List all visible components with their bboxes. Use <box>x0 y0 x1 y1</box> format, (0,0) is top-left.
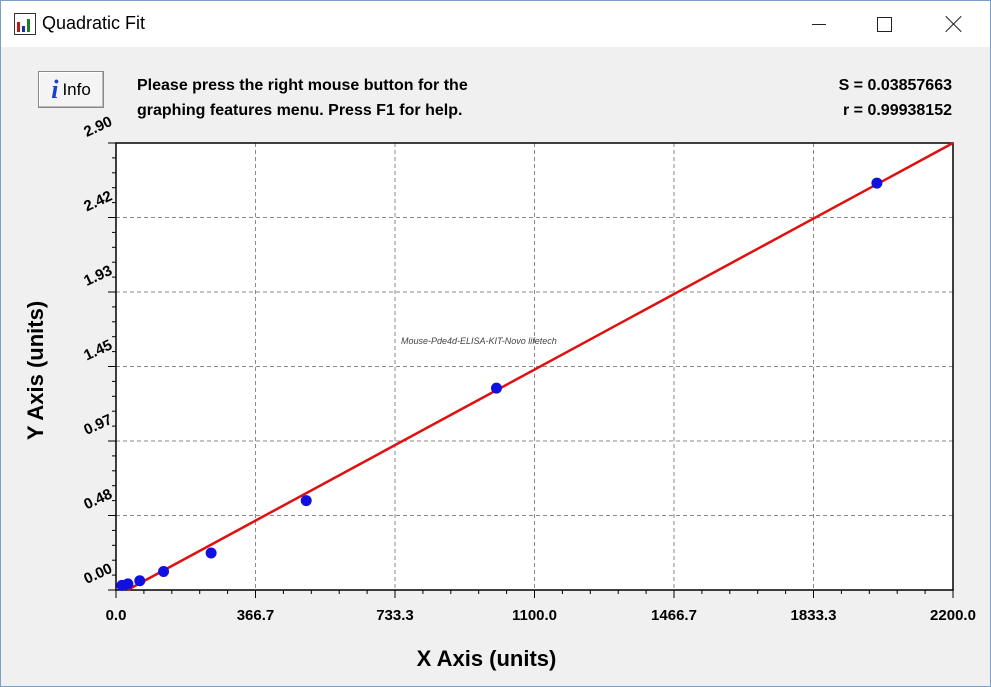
x-tick-label: 2200.0 <box>930 607 976 624</box>
minimize-icon <box>812 23 826 25</box>
x-tick-label: 1466.7 <box>651 607 697 624</box>
title-bar[interactable]: Quadratic Fit <box>1 1 990 47</box>
y-tick-label: 0.97 <box>81 411 115 439</box>
instruction-line-1: Please press the right mouse button for … <box>137 77 468 94</box>
x-tick-label: 733.3 <box>376 607 414 624</box>
x-tick-label: 0.0 <box>106 607 127 624</box>
instructions-text: Please press the right mouse button for … <box>137 73 468 123</box>
instruction-line-2: graphing features menu. Press F1 for hel… <box>137 102 463 119</box>
x-tick-label: 1833.3 <box>791 607 837 624</box>
fit-line <box>126 141 954 592</box>
window-title: Quadratic Fit <box>42 13 146 33</box>
info-icon: i <box>51 74 59 104</box>
maximize-icon <box>876 16 892 32</box>
y-tick-label: 1.93 <box>81 262 115 290</box>
data-point[interactable] <box>871 177 883 189</box>
y-tick-label: 0.00 <box>81 560 115 588</box>
stat-s: S = 0.03857663 <box>838 77 952 94</box>
data-point[interactable] <box>122 578 134 590</box>
x-tick-label: 1100.0 <box>512 607 557 624</box>
data-point[interactable] <box>490 382 502 394</box>
info-button[interactable]: i Info <box>38 71 104 108</box>
y-tick-label: 1.45 <box>81 337 115 365</box>
info-button-label: Info <box>62 79 91 99</box>
plot-frame <box>115 142 954 591</box>
y-tick-label: 2.90 <box>81 113 115 141</box>
x-tick-label: 366.7 <box>237 607 275 624</box>
x-axis-title: X Axis (units) <box>417 646 557 671</box>
stat-r: r = 0.99938152 <box>843 102 952 119</box>
watermark-text: Mouse-Pde4d-ELISA-KIT-Novo lifetech <box>401 336 557 346</box>
data-point[interactable] <box>134 575 146 587</box>
data-point[interactable] <box>158 566 170 578</box>
minimize-button[interactable] <box>796 1 842 47</box>
y-tick-label: 0.48 <box>81 486 115 514</box>
fit-statistics: S = 0.03857663 r = 0.99938152 <box>839 73 952 123</box>
data-point[interactable] <box>300 495 312 507</box>
maximize-button[interactable] <box>861 1 907 47</box>
data-point[interactable] <box>205 547 217 559</box>
y-axis-title: Y Axis (units) <box>23 301 48 440</box>
app-chart-icon <box>14 13 36 35</box>
y-tick-label: 2.42 <box>81 188 115 216</box>
